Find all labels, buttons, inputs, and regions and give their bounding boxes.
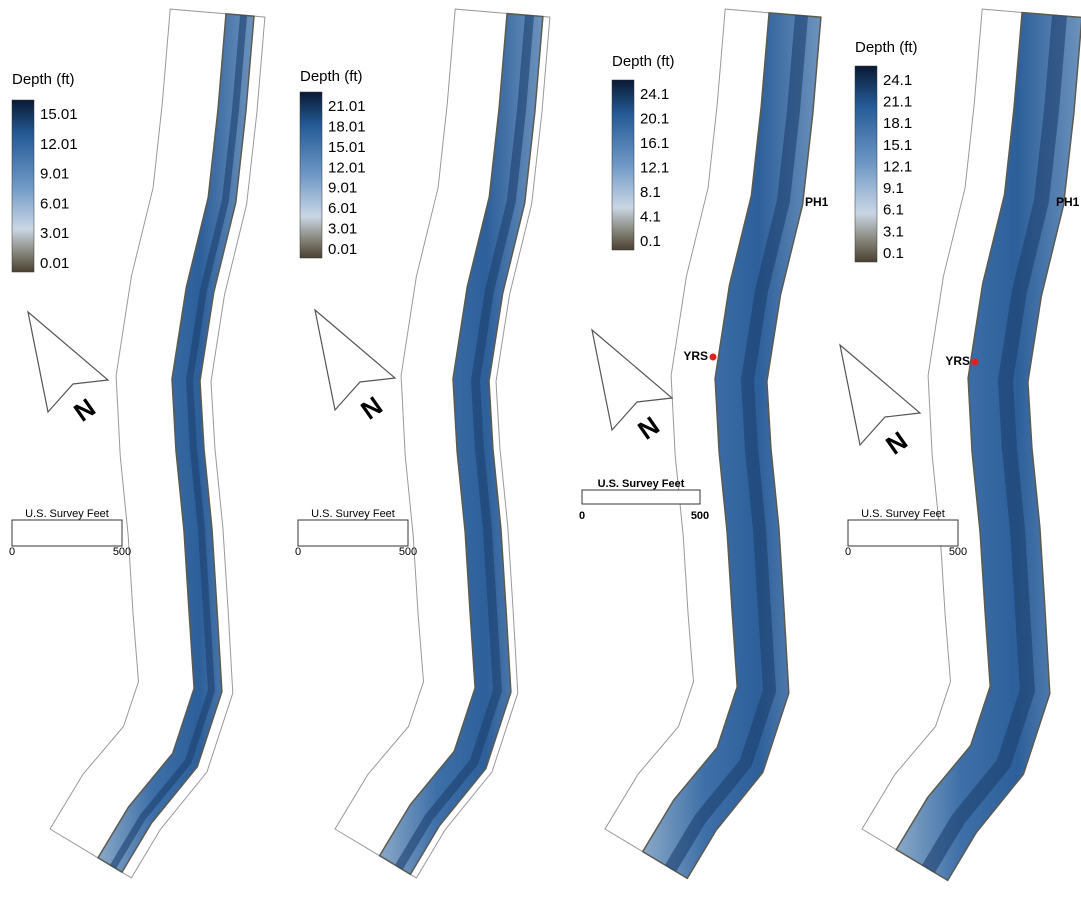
legend-label: 16.1 [640,135,669,152]
site-label: PH1 [1056,195,1080,209]
scale-end: 500 [949,546,967,558]
legend-label: 9.01 [40,166,69,183]
legend-label: 12.01 [328,159,366,176]
north-arrow [840,345,920,445]
scale-end: 500 [113,546,131,558]
legend-label: 24.1 [883,72,912,89]
scale-start: 0 [579,510,585,522]
map-panel: Depth (ft) 24.1 20.1 16.1 12.1 8.1 4.1 0.1 N U.S.… [579,9,829,878]
legend-label: 0.1 [883,245,904,262]
scale-unit: U.S. Survey Feet [311,508,395,520]
legend-label: 9.01 [328,180,357,197]
scale-unit: U.S. Survey Feet [25,508,109,520]
map-panel: Depth (ft) 24.1 21.1 18.1 15.1 12.1 9.1 6.1 3.1 0… [840,9,1081,880]
legend-label: 21.01 [328,98,366,115]
legend-title: Depth (ft) [612,53,675,70]
map-panel: Depth (ft) 15.01 12.01 9.01 6.01 3.01 0.01 N U.S… [9,9,265,878]
north-arrow [28,312,108,412]
legend-label: 12.01 [40,136,78,153]
scale-unit: U.S. Survey Feet [861,508,945,520]
map-panel: Depth (ft) 21.01 18.01 15.01 12.01 9.01 6.01 3.… [295,9,550,878]
legend-label: 12.1 [640,159,669,176]
legend-label: 12.1 [883,158,912,175]
scale-start: 0 [295,546,301,558]
legend-label: 0.01 [40,255,69,272]
north-label: N [355,390,388,425]
legend-label: 0.01 [328,241,357,258]
site-marker [972,359,979,366]
legend-label: 15.01 [328,139,366,156]
legend-title: Depth (ft) [12,71,75,88]
legend-ramp [300,92,322,258]
legend-label: 15.1 [883,137,912,154]
legend-label: 21.1 [883,94,912,111]
legend-label: 24.1 [640,86,669,103]
scale-start: 0 [845,546,851,558]
scale-end: 500 [691,510,709,522]
legend-title: Depth (ft) [855,39,918,56]
site-label: YRS [945,354,970,368]
north-label: N [632,410,665,445]
legend-label: 15.01 [40,106,78,123]
legend-label: 0.1 [640,233,661,250]
legend-label: 18.01 [328,118,366,135]
legend-label: 6.01 [328,200,357,217]
legend-label: 20.1 [640,110,669,127]
legend-label: 8.1 [640,184,661,201]
legend-label: 9.1 [883,180,904,197]
scale-bar [848,520,958,546]
site-marker [710,354,717,361]
legend-ramp [855,66,877,262]
legend-ramp [612,80,634,250]
legend-ramp [12,100,34,272]
scale-start: 0 [9,546,15,558]
legend-title: Depth (ft) [300,68,363,85]
legend-label: 3.01 [328,221,357,238]
legend-label: 6.01 [40,195,69,212]
legend-label: 3.01 [40,225,69,242]
scale-unit: U.S. Survey Feet [598,478,685,490]
scale-bar [12,520,122,546]
north-arrow [592,330,672,430]
site-label: YRS [683,349,708,363]
map-figure: Depth (ft) 15.01 12.01 9.01 6.01 3.01 0.01 N U.S… [0,0,1081,897]
legend-label: 18.1 [883,115,912,132]
scale-end: 500 [399,546,417,558]
north-label: N [68,392,101,427]
legend-label: 6.1 [883,202,904,219]
scale-bar [298,520,408,546]
site-label: PH1 [805,195,829,209]
scale-bar [582,490,700,504]
north-label: N [880,425,913,460]
north-arrow [315,310,395,410]
legend-label: 4.1 [640,208,661,225]
legend-label: 3.1 [883,223,904,240]
